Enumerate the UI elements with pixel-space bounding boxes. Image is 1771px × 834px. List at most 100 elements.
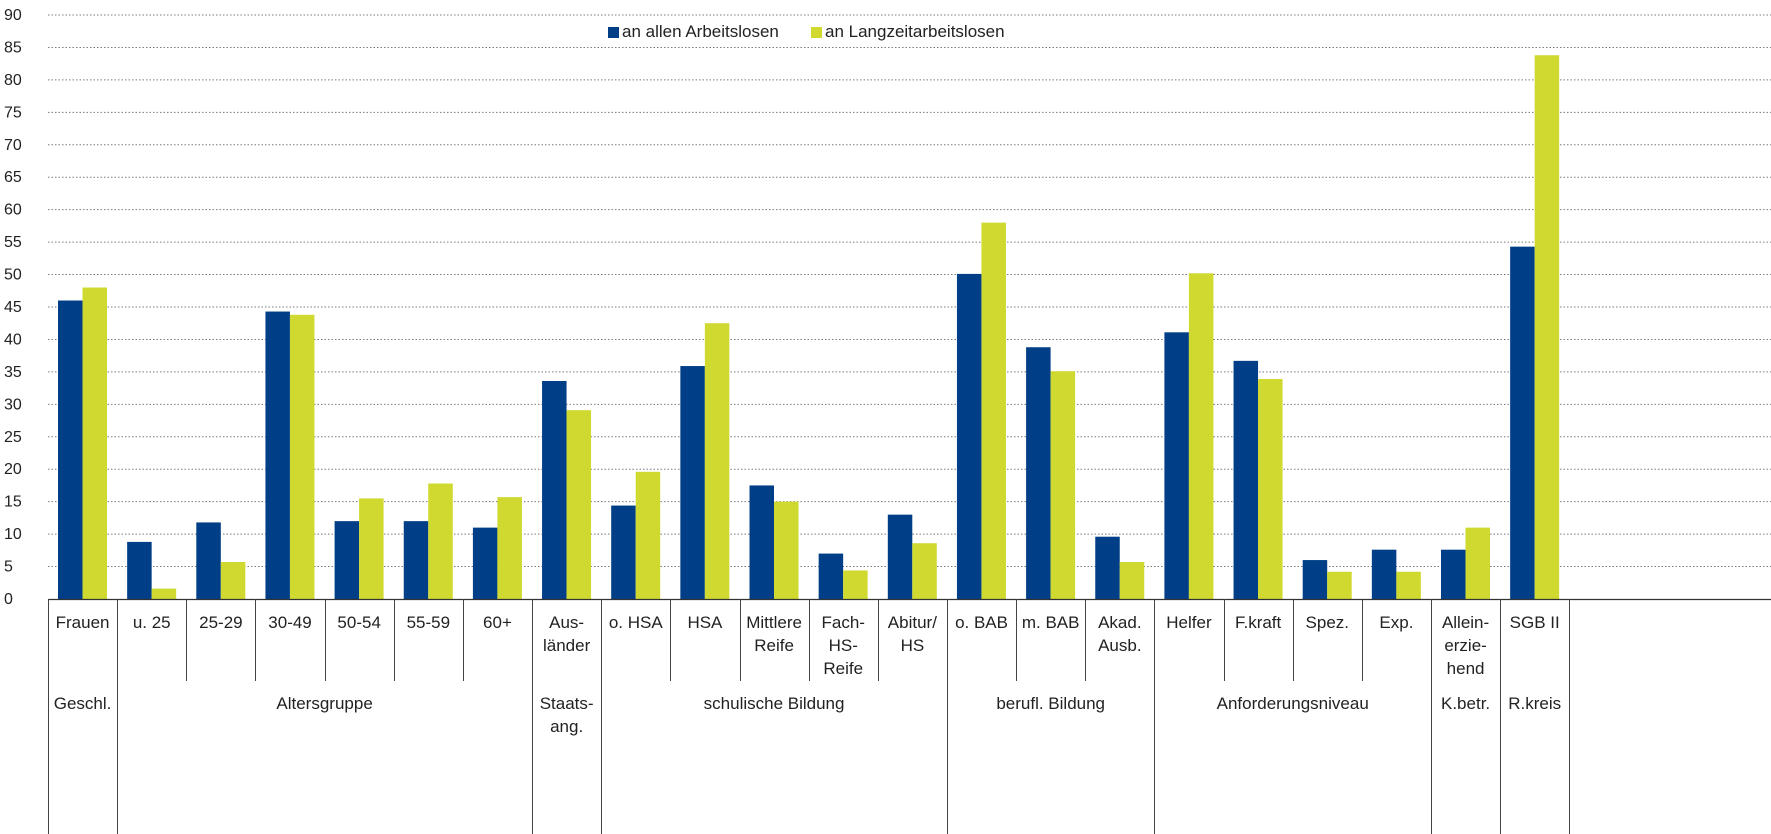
y-axis: 0 5 10 15 20 25 30 35 40 45 50 55 60 65 70 75 80 85 90 [4,7,22,608]
y-tick-label: 80 [4,72,22,89]
y-tick-label: 75 [4,104,22,121]
gridlines [48,14,1771,568]
group-label: Anforderungsniveau [1217,694,1369,713]
x-tick-label: Exp. [1379,613,1413,632]
legend-label: an allen Arbeitslosen [622,22,779,41]
x-tick-label: Reife [823,659,863,678]
bar-all-unemployed [1026,347,1051,599]
group-label: R.kreis [1508,694,1561,713]
y-tick-label: 45 [4,299,22,316]
bar-long-term-unemployed [704,323,730,599]
bar-all-unemployed [58,300,83,599]
bar-long-term-unemployed [1327,571,1352,599]
x-tick-label: HSA [687,613,723,632]
bar-long-term-unemployed [497,497,522,599]
bar-long-term-unemployed [1396,571,1421,599]
bar-all-unemployed [1302,560,1328,599]
y-tick-label: 70 [4,137,22,154]
bar-all-unemployed [403,521,429,599]
bar-long-term-unemployed [843,570,868,599]
x-tick-label: erzie- [1444,636,1487,655]
x-tick-label: HS- [829,636,858,655]
x-axis: Frauen u. 25 25-29 30-49 50-54 55-59 60+ Aus-lä… [48,598,1771,834]
y-tick-label: 0 [4,591,13,608]
bar-long-term-unemployed [220,562,246,599]
x-tick-label: Spez. [1306,613,1349,632]
bar-long-term-unemployed [566,410,592,599]
y-tick-label: 35 [4,364,22,381]
bar-all-unemployed [265,311,290,599]
y-tick-label: 30 [4,396,22,413]
bar-all-unemployed [749,485,774,599]
bar-all-unemployed [1510,246,1535,600]
group-label: berufl. Bildung [996,694,1105,713]
group-label: schulische Bildung [704,694,845,713]
y-tick-label: 85 [4,39,22,56]
x-tick-label: SGB II [1510,613,1560,632]
bar-all-unemployed [1233,360,1259,599]
x-tick-label: Ausb. [1098,636,1141,655]
y-tick-label: 40 [4,331,22,348]
bar-long-term-unemployed [1465,527,1490,599]
x-tick-label: Fach- [821,613,864,632]
group-label: ang. [550,717,583,736]
x-tick-label: Akad. [1098,613,1141,632]
bar-long-term-unemployed [359,498,384,599]
bar-long-term-unemployed [1258,379,1283,599]
bar-long-term-unemployed [82,287,107,599]
bar-all-unemployed [887,514,913,599]
x-tick-label: Mittlere [746,613,802,632]
y-tick-label: 5 [4,559,13,576]
x-tick-label: o. BAB [955,613,1008,632]
x-tick-label: u. 25 [133,613,171,632]
x-tick-label: o. HSA [609,613,664,632]
y-tick-label: 20 [4,461,22,478]
y-tick-label: 50 [4,267,22,284]
bar-long-term-unemployed [1050,371,1076,599]
y-tick-label: 15 [4,494,22,511]
bar-all-unemployed [1164,332,1189,599]
bar-all-unemployed [127,541,152,599]
group-label: Altersgruppe [276,694,372,713]
bars [58,55,1560,600]
x-tick-label: HS [901,636,925,655]
bar-all-unemployed [196,522,221,599]
legend-swatch [608,27,619,38]
y-tick-label: 10 [4,526,22,543]
y-tick-label: 55 [4,234,22,251]
bar-long-term-unemployed [1119,562,1145,599]
bar-long-term-unemployed [635,471,661,599]
y-tick-label: 25 [4,429,22,446]
x-tick-label: 50-54 [337,613,380,632]
bar-all-unemployed [680,366,705,599]
x-tick-label: m. BAB [1022,613,1080,632]
bar-long-term-unemployed [912,543,937,599]
x-tick-label: Frauen [56,613,110,632]
x-tick-label: Reife [754,636,794,655]
group-label: Staats- [540,694,594,713]
x-tick-label: 30-49 [268,613,311,632]
bar-all-unemployed [956,273,982,599]
group-label: Geschl. [54,694,112,713]
bar-long-term-unemployed [428,483,453,599]
x-tick-label: Allein- [1442,613,1489,632]
y-tick-label: 60 [4,202,22,219]
legend: an allen Arbeitslosen an Langzeitarbeitsl… [608,22,1005,41]
bar-all-unemployed [1371,549,1397,599]
x-tick-label: Abitur/ [888,613,937,632]
bar-all-unemployed [1441,549,1466,599]
bar-long-term-unemployed [1188,273,1214,599]
x-tick-label: Aus- [549,613,584,632]
y-tick-label: 65 [4,169,22,186]
group-label: K.betr. [1441,694,1490,713]
x-tick-label: F.kraft [1235,613,1282,632]
x-tick-label: länder [543,636,591,655]
x-tick-label: 25-29 [199,613,242,632]
bar-all-unemployed [542,380,567,599]
bar-long-term-unemployed [151,588,177,599]
bar-all-unemployed [1095,536,1120,599]
x-tick-label: 60+ [483,613,512,632]
legend-swatch [811,27,822,38]
bar-all-unemployed [611,505,636,599]
